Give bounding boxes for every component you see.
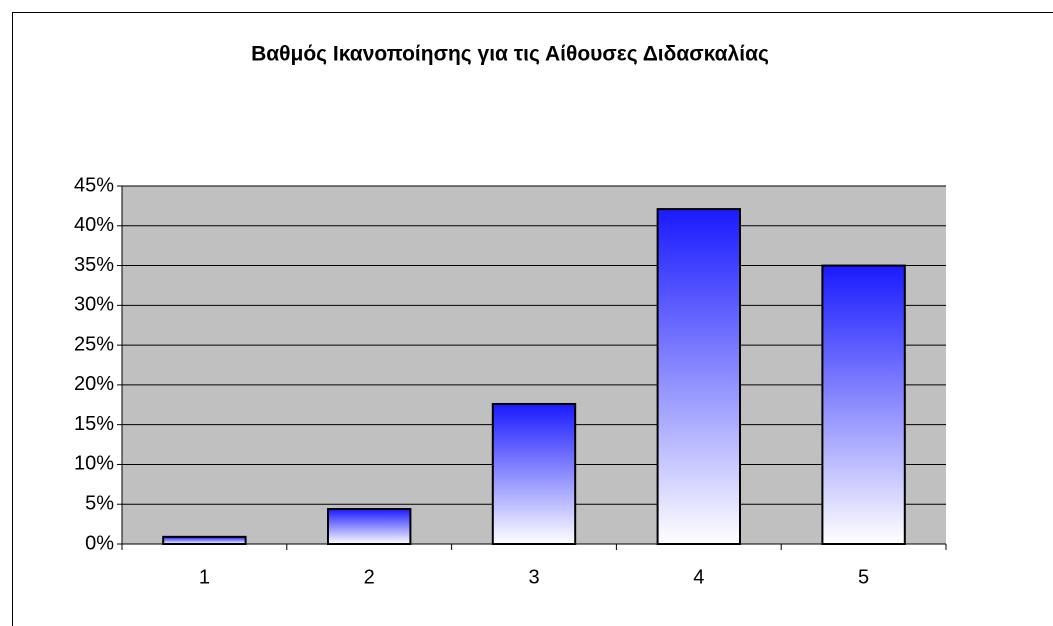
bar [821, 264, 906, 545]
y-tick-label: 10% [74, 453, 114, 475]
x-tick-label: 4 [693, 566, 704, 588]
y-tick-label: 30% [74, 294, 114, 316]
x-tick-label: 2 [364, 566, 375, 588]
bar [327, 507, 412, 545]
y-tick-label: 0% [85, 532, 114, 554]
y-tick-label: 5% [85, 493, 114, 515]
y-tick-label: 15% [74, 413, 114, 435]
y-tick-label: 35% [74, 254, 114, 276]
chart-title: Βαθμός Ικανοποίησης για τις Αίθουσες Διδ… [251, 43, 769, 66]
bar [656, 208, 741, 545]
bar [491, 402, 577, 545]
y-tick-label: 45% [74, 174, 114, 196]
bar [162, 535, 247, 546]
x-tick-label: 5 [858, 566, 869, 588]
x-tick-label: 3 [528, 566, 539, 588]
y-tick-label: 40% [74, 214, 114, 236]
y-tick-label: 20% [74, 373, 114, 395]
x-tick-label: 1 [199, 566, 210, 588]
y-tick-label: 25% [74, 333, 114, 355]
